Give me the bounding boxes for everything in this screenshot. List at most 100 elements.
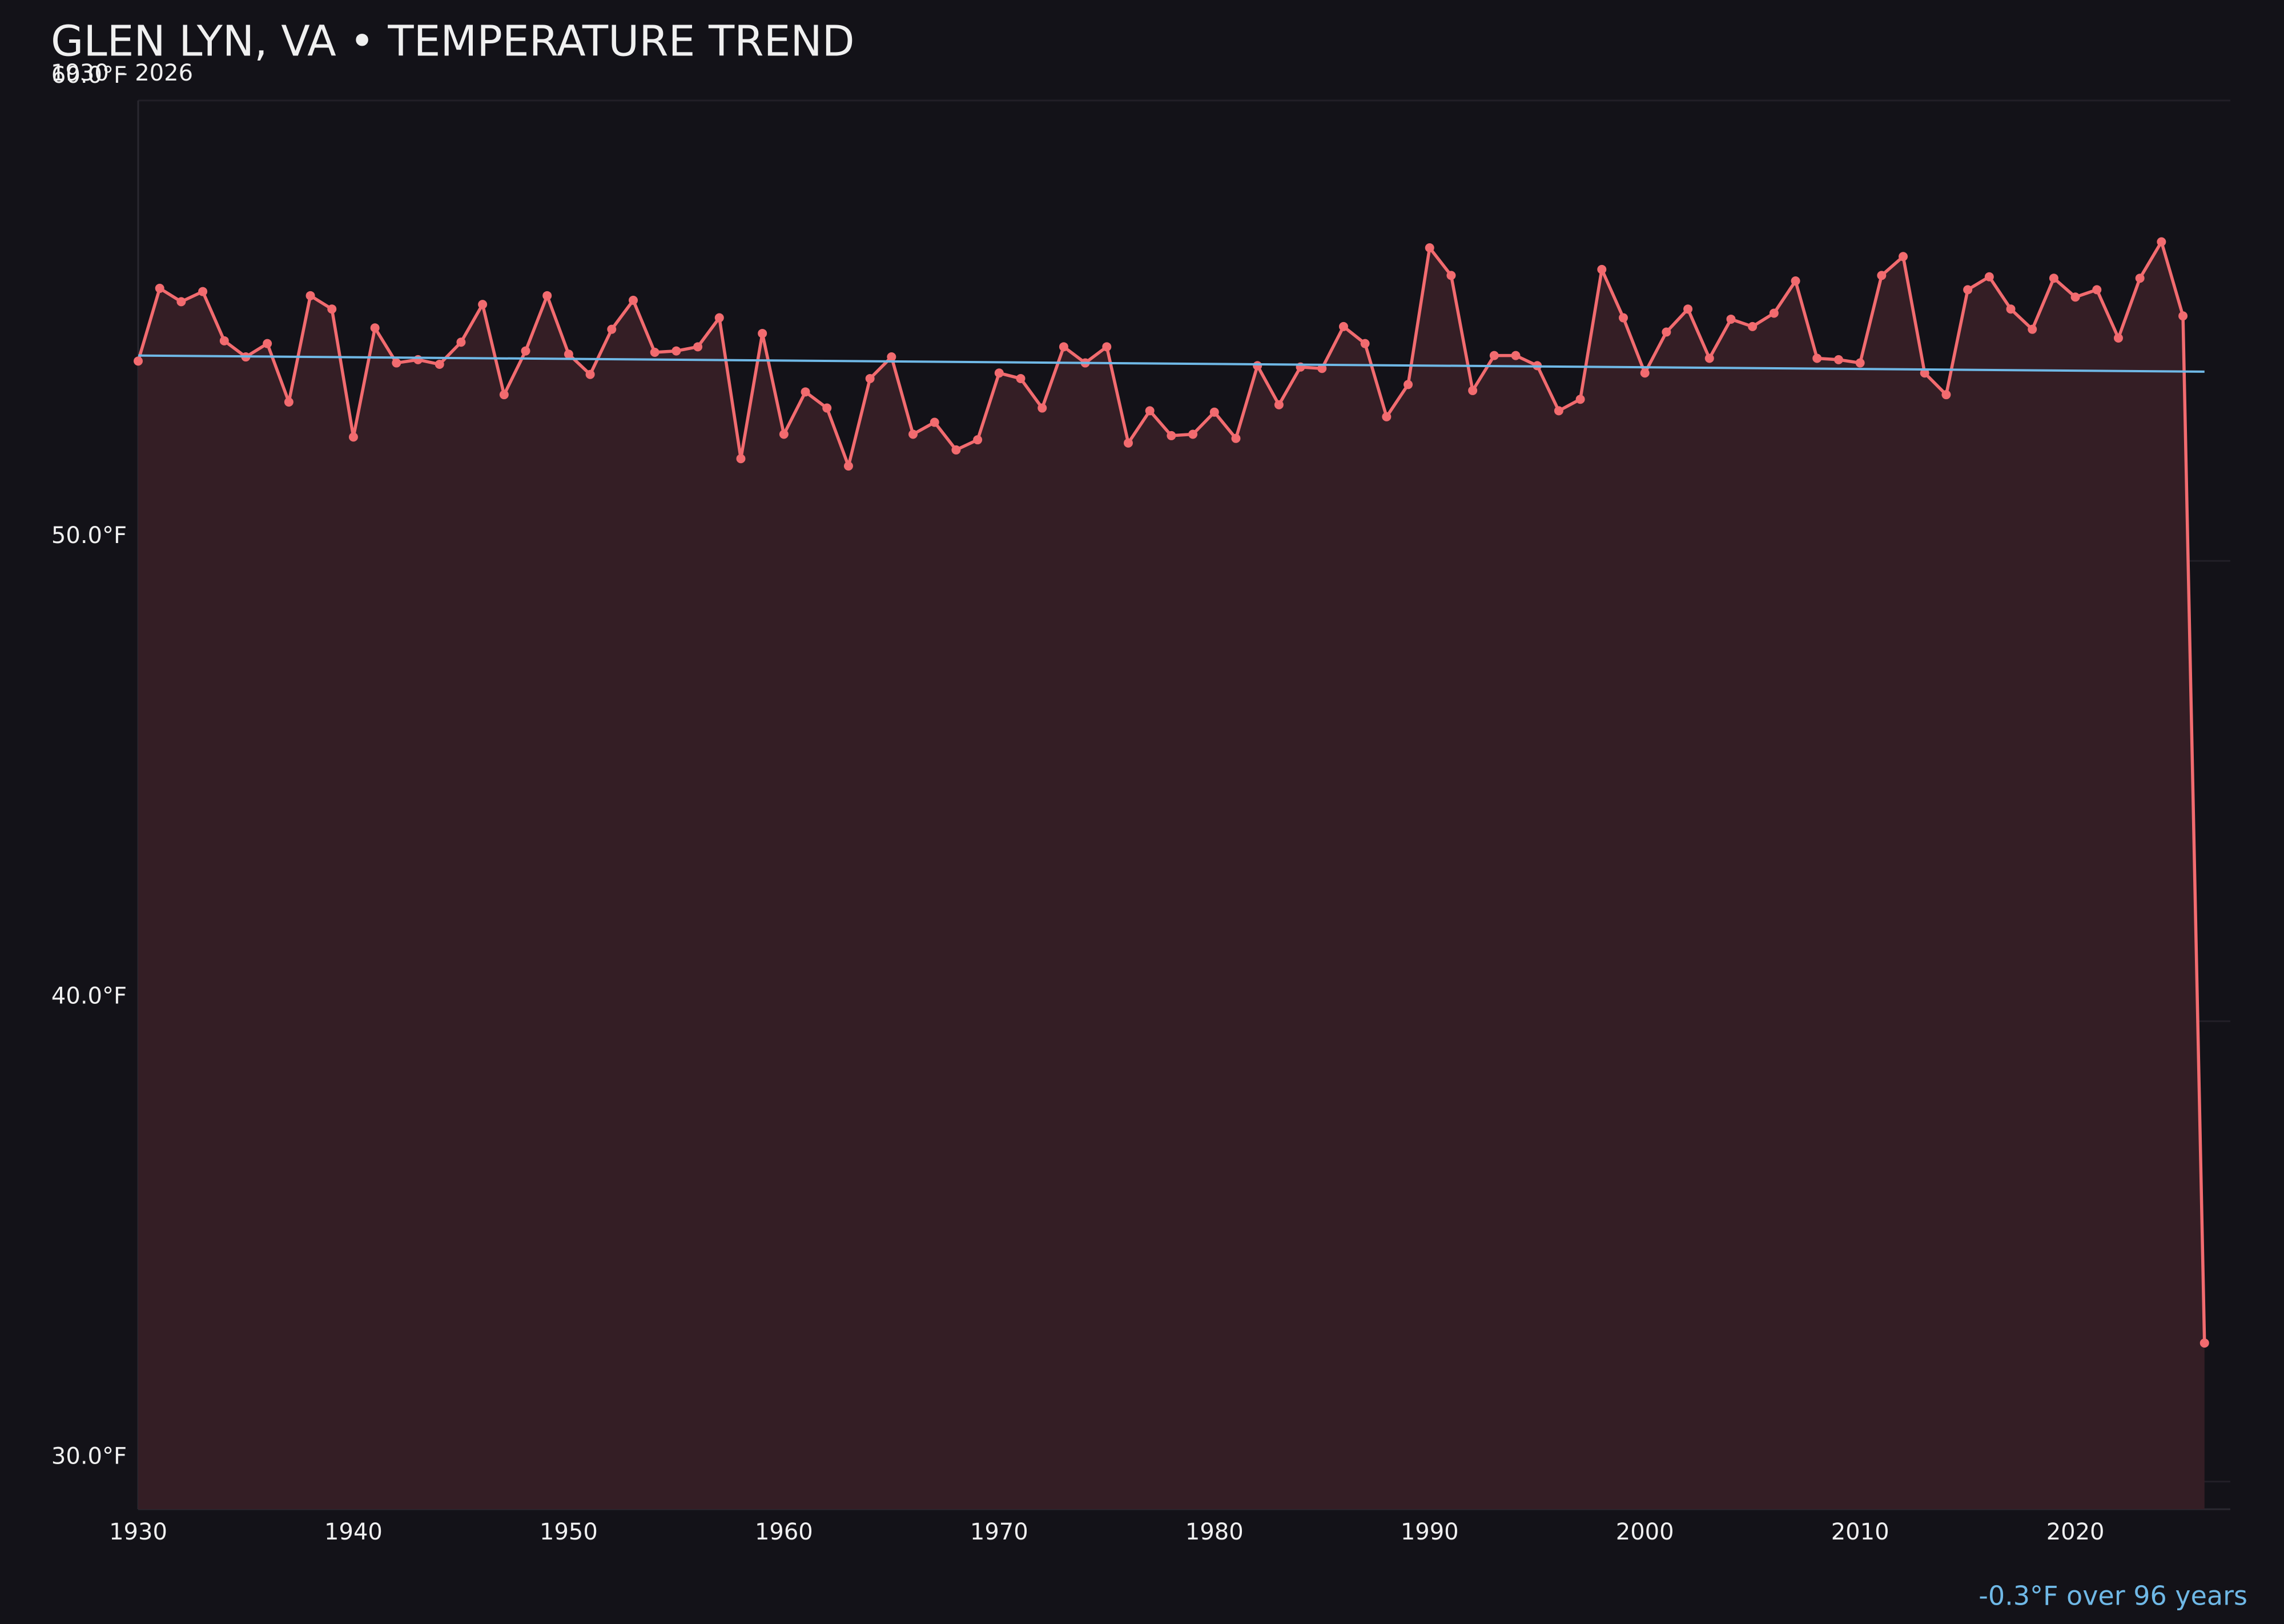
point: [801, 387, 810, 397]
point: [2006, 304, 2016, 314]
trend-annotation: -0.3°F over 96 years: [1979, 1581, 2247, 1611]
point: [1274, 400, 1284, 409]
point: [1425, 243, 1434, 252]
point: [1941, 390, 1951, 400]
point: [930, 417, 939, 427]
point: [1984, 272, 1994, 282]
point: [865, 373, 875, 383]
point: [1231, 433, 1241, 443]
y-tick-label: 30.0°F: [51, 1444, 127, 1470]
x-tick-label: 2020: [2046, 1519, 2105, 1545]
point: [1554, 406, 1563, 416]
point: [1489, 351, 1499, 360]
point: [1920, 368, 1929, 378]
point: [1188, 429, 1198, 439]
point: [1145, 406, 1155, 416]
point: [1812, 353, 1822, 363]
point: [1123, 438, 1133, 448]
point: [736, 454, 746, 464]
point: [1102, 342, 1112, 352]
point: [1253, 361, 1262, 371]
point: [1833, 355, 1843, 364]
point: [155, 283, 164, 293]
point: [1963, 285, 1973, 295]
point: [607, 324, 617, 334]
point: [542, 291, 552, 300]
point: [2049, 274, 2058, 283]
point: [521, 346, 530, 356]
point: [1360, 339, 1370, 348]
point: [908, 429, 918, 439]
point: [1748, 321, 1758, 331]
point: [2178, 311, 2188, 321]
point: [564, 349, 573, 359]
point: [2199, 1338, 2209, 1348]
point: [1016, 373, 1026, 383]
point: [263, 339, 272, 348]
point: [951, 445, 961, 455]
point: [219, 336, 229, 345]
trend-line: [138, 354, 2205, 373]
point: [714, 313, 724, 323]
point: [413, 355, 423, 364]
point: [1317, 364, 1327, 373]
point: [2135, 274, 2145, 283]
point: [994, 368, 1004, 378]
point: [1575, 395, 1585, 404]
point: [392, 358, 401, 368]
y-tick-label: 60.0°F: [51, 62, 127, 89]
point: [1899, 252, 1908, 262]
point: [1618, 313, 1628, 323]
point: [370, 323, 380, 333]
point: [176, 297, 186, 307]
point: [478, 300, 488, 309]
point: [1877, 271, 1887, 280]
point: [843, 461, 853, 471]
x-tick-label: 1950: [540, 1519, 598, 1545]
y-tick-label: 50.0°F: [51, 522, 127, 549]
x-tick-label: 1960: [755, 1519, 813, 1545]
point: [134, 356, 143, 366]
point: [1167, 431, 1176, 440]
point: [779, 429, 789, 439]
x-tick-label: 1970: [970, 1519, 1028, 1545]
point: [758, 328, 767, 338]
point: [822, 403, 832, 413]
point: [628, 295, 638, 305]
point: [1059, 342, 1068, 352]
point: [1511, 351, 1521, 360]
point: [585, 369, 595, 379]
point: [1038, 403, 1047, 413]
point: [2113, 333, 2123, 343]
point: [2070, 292, 2080, 302]
point: [650, 347, 660, 357]
point: [887, 352, 896, 362]
y-tick-label: 40.0°F: [51, 983, 127, 1009]
point: [499, 390, 509, 400]
point: [348, 432, 358, 442]
point: [2028, 324, 2037, 334]
point: [198, 287, 208, 296]
point: [1726, 314, 1736, 324]
x-tick-label: 1930: [109, 1519, 167, 1545]
point: [1791, 276, 1800, 286]
point: [305, 291, 315, 300]
point: [973, 435, 983, 445]
x-tick-label: 1990: [1401, 1519, 1459, 1545]
x-tick-label: 2000: [1616, 1519, 1674, 1545]
point: [671, 346, 681, 356]
point: [1597, 264, 1607, 274]
point: [1855, 358, 1865, 368]
point: [1338, 321, 1348, 331]
point: [1769, 308, 1779, 318]
point: [2157, 237, 2166, 247]
chart-subtitle: 1930 – 2026: [51, 60, 193, 86]
point: [1468, 385, 1478, 395]
chart-title: GLEN LYN, VA • TEMPERATURE TREND: [51, 17, 855, 66]
point: [2092, 285, 2102, 295]
point: [327, 304, 337, 314]
point: [456, 337, 466, 347]
point: [1209, 407, 1219, 417]
